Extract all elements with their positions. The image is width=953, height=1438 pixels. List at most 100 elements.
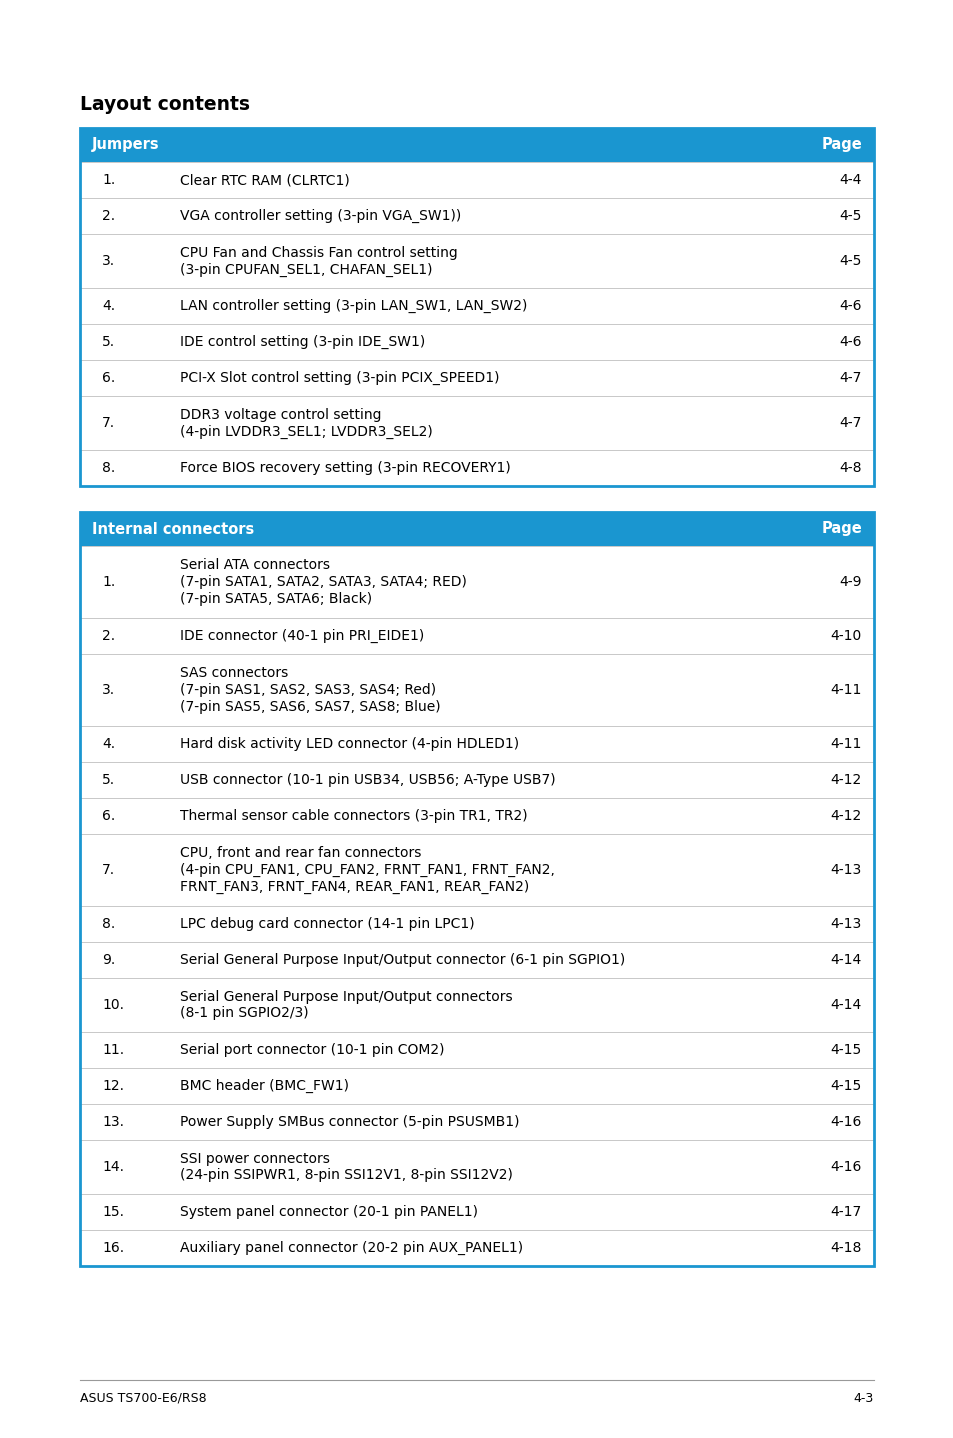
- Text: 4-9: 4-9: [839, 575, 862, 590]
- Bar: [80, 162, 873, 198]
- Bar: [80, 198, 873, 234]
- Text: Layout contents: Layout contents: [80, 95, 250, 114]
- Text: 8.: 8.: [102, 462, 115, 475]
- Bar: [80, 726, 873, 762]
- Text: 5.: 5.: [102, 774, 115, 787]
- Text: 4-7: 4-7: [839, 371, 862, 385]
- Text: IDE connector (40-1 pin PRI_EIDE1): IDE connector (40-1 pin PRI_EIDE1): [180, 628, 424, 643]
- Text: 4-4: 4-4: [839, 173, 862, 187]
- Text: USB connector (10-1 pin USB34, USB56; A-Type USB7): USB connector (10-1 pin USB34, USB56; A-…: [180, 774, 555, 787]
- Text: (4-pin CPU_FAN1, CPU_FAN2, FRNT_FAN1, FRNT_FAN2,: (4-pin CPU_FAN1, CPU_FAN2, FRNT_FAN1, FR…: [180, 863, 555, 877]
- Bar: [80, 942, 873, 978]
- Text: 3.: 3.: [102, 255, 115, 267]
- Text: 7.: 7.: [102, 863, 115, 877]
- Text: 4-11: 4-11: [830, 738, 862, 751]
- Text: 4-14: 4-14: [830, 953, 862, 966]
- Text: LAN controller setting (3-pin LAN_SW1, LAN_SW2): LAN controller setting (3-pin LAN_SW1, L…: [180, 299, 527, 313]
- Text: 4-3: 4-3: [853, 1392, 873, 1405]
- Text: (7-pin SAS1, SAS2, SAS3, SAS4; Red): (7-pin SAS1, SAS2, SAS3, SAS4; Red): [180, 683, 436, 697]
- Text: 8.: 8.: [102, 917, 115, 930]
- Text: SAS connectors: SAS connectors: [180, 666, 288, 680]
- Text: 4-15: 4-15: [830, 1043, 862, 1057]
- Text: VGA controller setting (3-pin VGA_SW1)): VGA controller setting (3-pin VGA_SW1)): [180, 209, 460, 223]
- Text: 7.: 7.: [102, 416, 115, 430]
- Text: 4-13: 4-13: [830, 917, 862, 930]
- Text: Serial port connector (10-1 pin COM2): Serial port connector (10-1 pin COM2): [180, 1043, 444, 1057]
- Text: (24-pin SSIPWR1, 8-pin SSI12V1, 8-pin SSI12V2): (24-pin SSIPWR1, 8-pin SSI12V1, 8-pin SS…: [180, 1169, 513, 1182]
- Text: Serial General Purpose Input/Output connector (6-1 pin SGPIO1): Serial General Purpose Input/Output conn…: [180, 953, 624, 966]
- Text: 4-15: 4-15: [830, 1078, 862, 1093]
- Text: 1.: 1.: [102, 173, 115, 187]
- Text: 4-17: 4-17: [830, 1205, 862, 1219]
- Text: 4-18: 4-18: [830, 1241, 862, 1255]
- Text: 4-13: 4-13: [830, 863, 862, 877]
- Bar: [80, 654, 873, 726]
- Bar: [80, 906, 873, 942]
- Text: 13.: 13.: [102, 1114, 124, 1129]
- Text: 16.: 16.: [102, 1241, 124, 1255]
- Text: 4-8: 4-8: [839, 462, 862, 475]
- Text: (4-pin LVDDR3_SEL1; LVDDR3_SEL2): (4-pin LVDDR3_SEL1; LVDDR3_SEL2): [180, 424, 433, 439]
- Bar: [80, 1068, 873, 1104]
- Text: 15.: 15.: [102, 1205, 124, 1219]
- Text: Internal connectors: Internal connectors: [91, 522, 254, 536]
- Bar: [80, 128, 873, 162]
- Bar: [80, 360, 873, 395]
- Text: 6.: 6.: [102, 810, 115, 823]
- Bar: [80, 1140, 873, 1194]
- Text: 4-12: 4-12: [830, 810, 862, 823]
- Bar: [80, 512, 873, 1265]
- Text: BMC header (BMC_FW1): BMC header (BMC_FW1): [180, 1078, 349, 1093]
- Text: 4-12: 4-12: [830, 774, 862, 787]
- Bar: [80, 546, 873, 618]
- Bar: [80, 618, 873, 654]
- Text: Serial General Purpose Input/Output connectors: Serial General Purpose Input/Output conn…: [180, 989, 512, 1004]
- Text: Page: Page: [821, 138, 862, 152]
- Text: 10.: 10.: [102, 998, 124, 1012]
- Text: 3.: 3.: [102, 683, 115, 697]
- Text: 2.: 2.: [102, 628, 115, 643]
- Text: IDE control setting (3-pin IDE_SW1): IDE control setting (3-pin IDE_SW1): [180, 335, 425, 349]
- Bar: [80, 1104, 873, 1140]
- Bar: [80, 288, 873, 324]
- Text: 4-6: 4-6: [839, 299, 862, 313]
- Text: 14.: 14.: [102, 1160, 124, 1173]
- Bar: [80, 1194, 873, 1229]
- Text: FRNT_FAN3, FRNT_FAN4, REAR_FAN1, REAR_FAN2): FRNT_FAN3, FRNT_FAN4, REAR_FAN1, REAR_FA…: [180, 880, 529, 894]
- Text: (7-pin SATA1, SATA2, SATA3, SATA4; RED): (7-pin SATA1, SATA2, SATA3, SATA4; RED): [180, 575, 466, 590]
- Text: 4.: 4.: [102, 738, 115, 751]
- Bar: [80, 1032, 873, 1068]
- Text: CPU Fan and Chassis Fan control setting: CPU Fan and Chassis Fan control setting: [180, 246, 457, 259]
- Bar: [80, 395, 873, 450]
- Text: ASUS TS700-E6/RS8: ASUS TS700-E6/RS8: [80, 1392, 207, 1405]
- Text: Auxiliary panel connector (20-2 pin AUX_PANEL1): Auxiliary panel connector (20-2 pin AUX_…: [180, 1241, 522, 1255]
- Text: 1.: 1.: [102, 575, 115, 590]
- Text: 12.: 12.: [102, 1078, 124, 1093]
- Text: CPU, front and rear fan connectors: CPU, front and rear fan connectors: [180, 846, 421, 860]
- Text: (8-1 pin SGPIO2/3): (8-1 pin SGPIO2/3): [180, 1007, 309, 1021]
- Text: (7-pin SATA5, SATA6; Black): (7-pin SATA5, SATA6; Black): [180, 592, 372, 605]
- Bar: [80, 450, 873, 486]
- Text: Thermal sensor cable connectors (3-pin TR1, TR2): Thermal sensor cable connectors (3-pin T…: [180, 810, 527, 823]
- Text: 4-5: 4-5: [839, 209, 862, 223]
- Text: Serial ATA connectors: Serial ATA connectors: [180, 558, 330, 572]
- Text: System panel connector (20-1 pin PANEL1): System panel connector (20-1 pin PANEL1): [180, 1205, 477, 1219]
- Text: 2.: 2.: [102, 209, 115, 223]
- Text: 4-7: 4-7: [839, 416, 862, 430]
- Text: Power Supply SMBus connector (5-pin PSUSMB1): Power Supply SMBus connector (5-pin PSUS…: [180, 1114, 519, 1129]
- Text: Hard disk activity LED connector (4-pin HDLED1): Hard disk activity LED connector (4-pin …: [180, 738, 518, 751]
- Text: 6.: 6.: [102, 371, 115, 385]
- Bar: [80, 128, 873, 486]
- Bar: [80, 834, 873, 906]
- Bar: [80, 324, 873, 360]
- Text: 4-5: 4-5: [839, 255, 862, 267]
- Text: Jumpers: Jumpers: [91, 138, 159, 152]
- Bar: [80, 1229, 873, 1265]
- Text: (7-pin SAS5, SAS6, SAS7, SAS8; Blue): (7-pin SAS5, SAS6, SAS7, SAS8; Blue): [180, 700, 440, 715]
- Text: 4-16: 4-16: [830, 1160, 862, 1173]
- Text: 9.: 9.: [102, 953, 115, 966]
- Bar: [80, 978, 873, 1032]
- Text: 4-16: 4-16: [830, 1114, 862, 1129]
- Bar: [80, 234, 873, 288]
- Text: Page: Page: [821, 522, 862, 536]
